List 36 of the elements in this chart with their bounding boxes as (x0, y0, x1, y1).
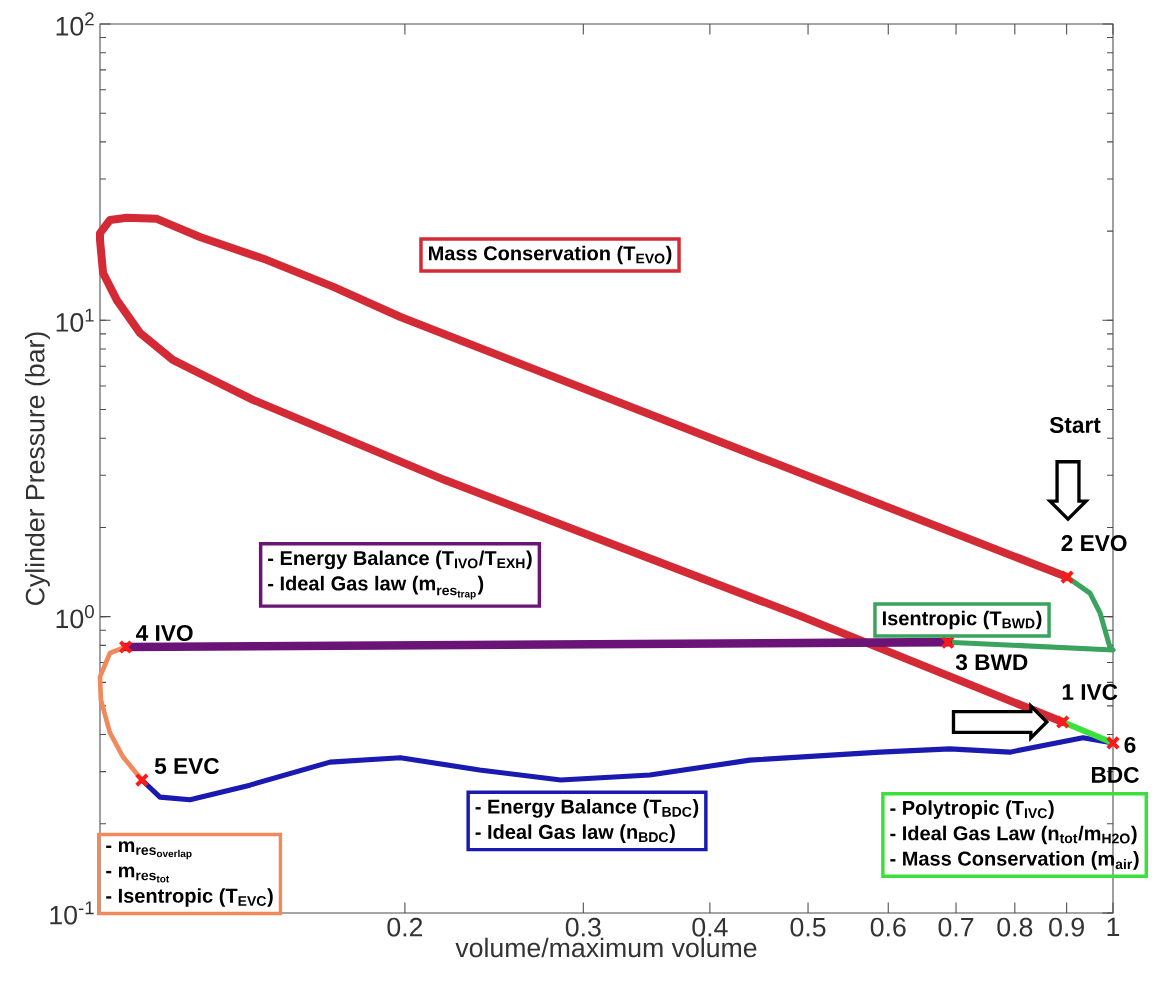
x-tick-label: 0.3 (565, 917, 601, 937)
y-tick-label: 10$^{-1}$ (50, 901, 94, 925)
annotation: $\text{- m}_{\text{res}_{\text{tot}}}$ (106, 866, 170, 883)
annotation: - Mass Conservation (m$_{air}$) (890, 851, 1139, 870)
annotation: 1 IVC (1062, 684, 1118, 701)
y-axis-title: Cylinder Pressure (bar) (25, 332, 50, 605)
annotation: $\text{- Ideal Gas law (m}_{\text{res}_{\text{trap}}}\text{)}$ (268, 575, 484, 600)
line-series (97, 644, 145, 783)
annotation: - Energy Balance (T$_{BDC}$) (475, 799, 699, 818)
x-tick-label: 0.2 (387, 917, 423, 937)
annotation: - Ideal Gas Law (n$_{tot}$/m$_{H2O}$) (890, 825, 1137, 845)
annotation: 3 BWD (955, 654, 1028, 671)
annotation: Mass Conservation (T$_{EVO}$) (428, 245, 672, 265)
annotation: 2 EVO (1061, 535, 1127, 552)
annotation: - Polytropic (T$_{IVC}$) (890, 800, 1054, 819)
annotation: BDC (1091, 766, 1139, 783)
annotation: - Energy Balance (T$_{IVO}$/T$_{EXH}$) (268, 550, 532, 570)
annotation: 4 IVO (135, 624, 193, 642)
x-tick-label: 0.8 (997, 917, 1033, 937)
y-tick-label: 10$^{1}$ (56, 308, 94, 332)
x-tick-label: 0.4 (692, 917, 728, 937)
annotation: 6 (1124, 736, 1136, 753)
annotation: Start (1049, 416, 1101, 434)
annotation: - Isentropic (T$_{EVC}$) (106, 888, 273, 907)
x-tick-label: 0.9 (1049, 917, 1084, 937)
y-tick-label: 10$^{0}$ (56, 604, 94, 629)
x-tick-label: 0.5 (790, 917, 826, 937)
annotation: $\text{- m}_{\text{res}_{\text{overlap}}}$ (106, 841, 192, 860)
annotation: 5 EVC (154, 758, 220, 775)
x-tick-label: 0.7 (938, 917, 974, 937)
annotation: - Ideal Gas law (n$_{BDC}$) (475, 824, 675, 843)
x-tick-label: 0.6 (870, 917, 906, 937)
x-axis-title: volume/maximum volume (455, 937, 757, 958)
x-tick-label: 1 (1107, 917, 1120, 937)
y-tick-label: 10$^{2}$ (56, 12, 94, 36)
annotation: Isentropic (T$_{BWD}$) (882, 610, 1042, 630)
